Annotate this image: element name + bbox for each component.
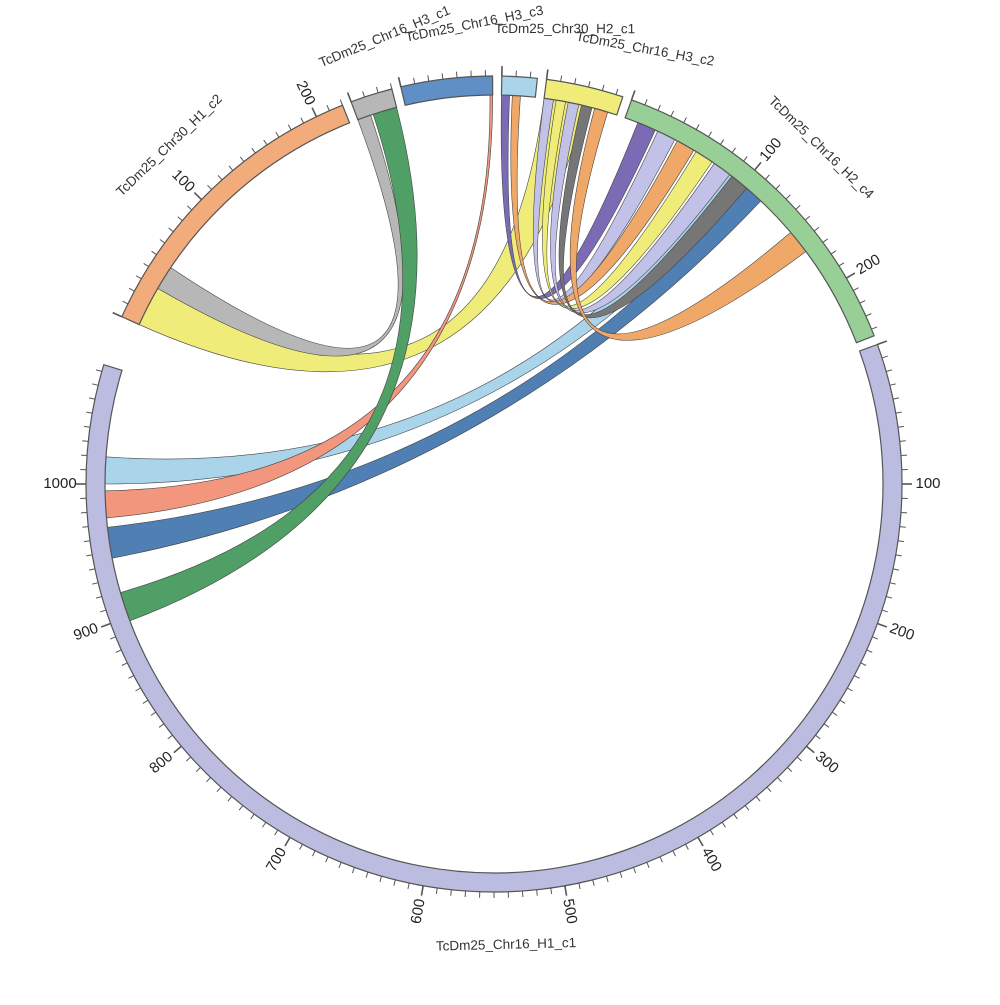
svg-text:100: 100: [915, 475, 940, 492]
svg-text:TcDm25_Chr30_H2_c1: TcDm25_Chr30_H2_c1: [495, 21, 635, 36]
svg-text:1000: 1000: [43, 475, 76, 492]
